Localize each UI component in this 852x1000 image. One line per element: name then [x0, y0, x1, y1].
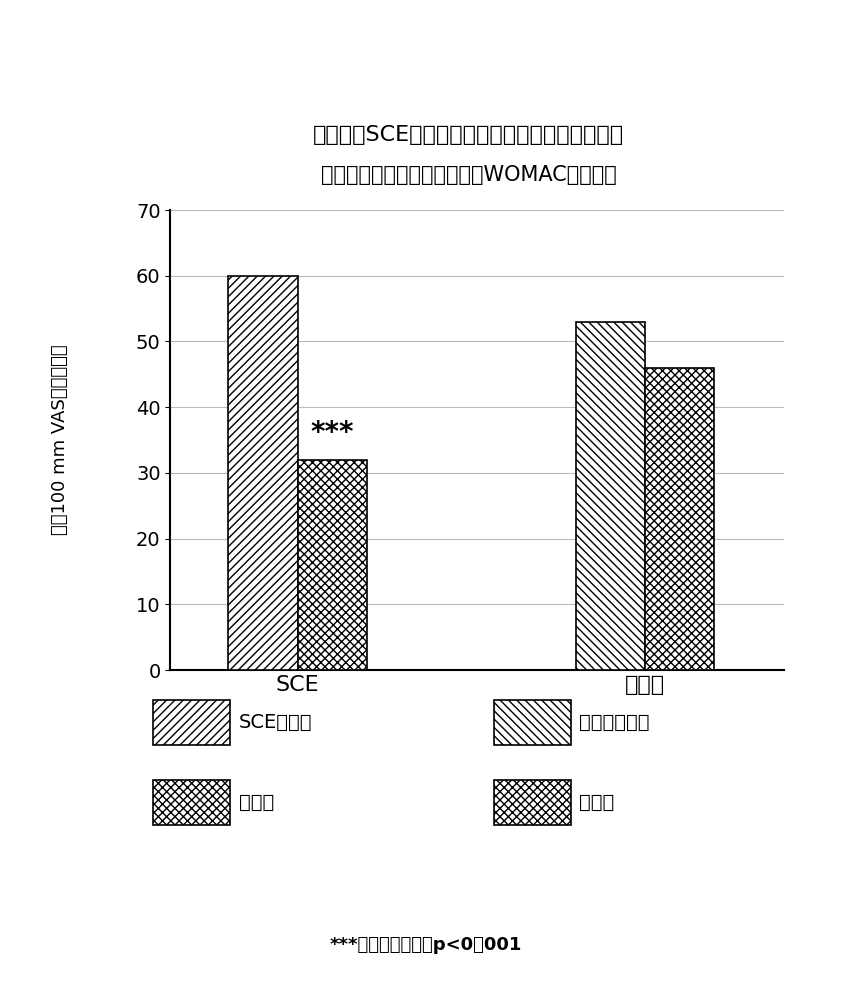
- Text: 干预后: 干预后: [239, 793, 273, 812]
- Text: SCE组基线: SCE组基线: [239, 713, 312, 732]
- Text: ***与基线组值相比p<0．001: ***与基线组值相比p<0．001: [330, 936, 522, 954]
- Text: ***: ***: [311, 419, 354, 447]
- Bar: [645, 368, 714, 670]
- Bar: [575, 322, 645, 670]
- Text: 干预后: 干预后: [579, 793, 614, 812]
- Text: 使用100 mm VAS的疼痛评分: 使用100 mm VAS的疼痛评分: [50, 345, 69, 535]
- Text: 安慰剂组基线: 安慰剂组基线: [579, 713, 650, 732]
- Bar: [228, 276, 297, 670]
- Text: 局部施用SCE乳剂对骨关节炎相关性疼痛的作用。: 局部施用SCE乳剂对骨关节炎相关性疼痛的作用。: [313, 125, 625, 145]
- Text: 一个选定（指标）膝盖的自评WOMAC疼痛评分: 一个选定（指标）膝盖的自评WOMAC疼痛评分: [320, 165, 617, 185]
- Bar: [297, 460, 367, 670]
